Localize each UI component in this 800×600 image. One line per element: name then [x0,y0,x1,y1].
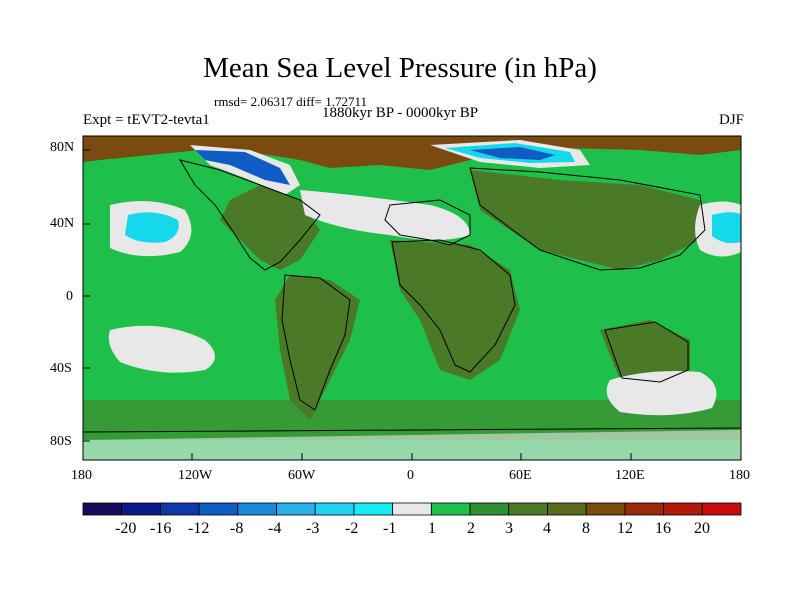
lat-label-40s: 40S [50,361,72,376]
lat-label-40n: 40N [50,216,75,231]
colorbar-swatch [508,502,548,516]
colorbar-swatch [276,502,316,516]
africa-olive [390,240,520,380]
antarctic-white [83,430,741,460]
colorbar-swatch [547,502,587,516]
australia-olive [600,320,690,385]
time-period: 1880kyr BP - 0000kyr BP [322,105,479,121]
colorbar-label: 12 [617,520,633,537]
colorbar-swatch [198,502,239,516]
colorbar-swatch [469,502,510,516]
colorbar-label: 1 [428,520,436,537]
colorbar-swatch [82,502,123,516]
asia-olive [470,170,700,270]
southern-olive-band [83,400,741,440]
lon-label-60e: 60E [509,468,532,483]
colorbar-swatch [701,502,742,516]
south-indian-white [606,371,717,416]
lon-label-180w: 180 [71,468,92,483]
colorbar-label: -2 [345,520,359,537]
east-pacific-low [712,212,741,244]
lat-label-80n: 80N [50,140,75,155]
colorbar-swatch [663,502,703,516]
colorbar-label: 8 [582,520,590,537]
lon-label-120e: 120E [615,468,645,483]
lat-label-80s: 80S [50,434,72,449]
colorbar-label: -8 [230,520,244,537]
lon-label-120w: 120W [178,468,213,483]
colorbar-label: -3 [306,520,320,537]
greenland-low [195,150,290,185]
rmsd-diff-stats: rmsd= 2.06317 diff= 1.72711 [214,94,367,109]
colorbar-label: 20 [694,520,710,537]
colorbar-swatch [585,502,626,516]
colorbar-label: -16 [150,520,172,537]
lat-ticks [83,149,90,442]
colorbar-swatch [237,502,277,516]
lon-label-60w: 60W [288,468,316,483]
siberia-low [470,147,555,160]
colorbar-swatch [160,502,200,516]
north-pacific-low [125,212,179,243]
colorbar-label: 4 [543,520,551,537]
lon-label-180e: 180 [729,468,750,483]
colorbar-label: -20 [115,520,137,537]
colorbar-label: 3 [505,520,513,537]
north-atlantic-white [300,190,470,240]
colorbar-swatch [121,502,161,516]
colorbar [82,502,742,516]
map-title: Mean Sea Level Pressure (in hPa) [203,52,597,84]
colorbar-swatch [430,502,471,516]
lon-ticks [82,453,742,460]
colorbar-label: -12 [188,520,210,537]
south-pacific-white [108,325,215,373]
colorbar-label: -4 [268,520,282,537]
map-field [83,136,741,460]
lat-label-0: 0 [66,289,73,304]
arctic-high-band [83,136,741,170]
colorbar-swatch [624,502,664,516]
lon-label-0: 0 [407,468,414,483]
season-label: DJF [718,112,744,128]
colorbar-swatch [314,502,355,516]
colorbar-label: 2 [467,520,475,537]
colorbar-swatch [392,502,432,516]
colorbar-label: 16 [655,520,671,537]
north-america-olive [220,185,320,270]
experiment-label: Expt = tEVT2-tevta1 [83,112,210,128]
coastlines [83,159,741,433]
colorbar-label: -1 [383,520,397,537]
colorbar-swatch [353,502,394,516]
